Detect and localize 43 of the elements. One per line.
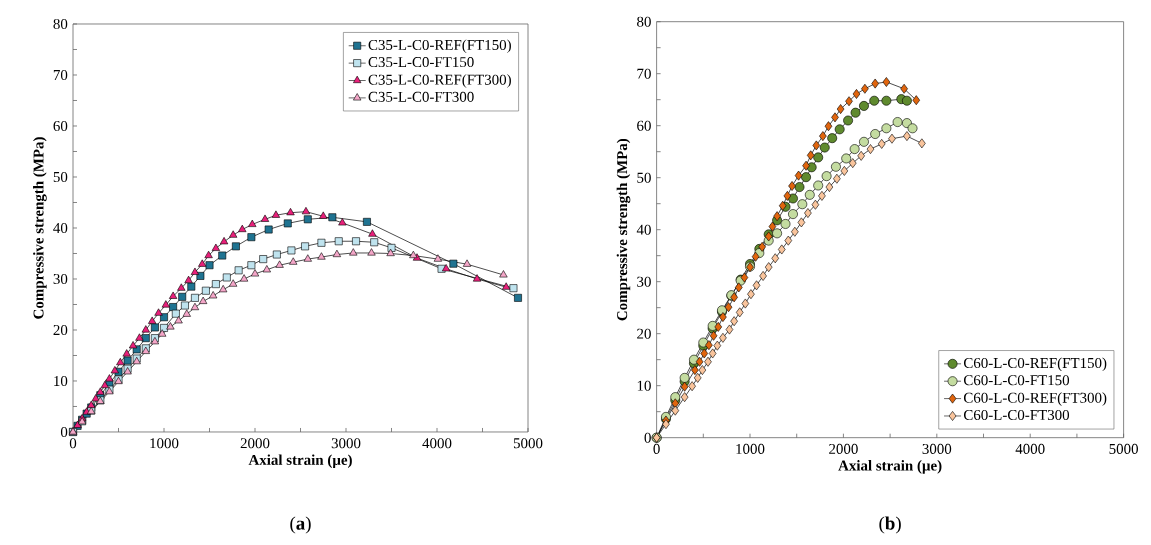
text: (b): [879, 516, 901, 534]
y-tick-label: 60: [53, 120, 68, 132]
x-tick-label: 4000: [422, 438, 452, 449]
legend-label: C60-L-C0-FT150: [963, 375, 1070, 386]
x-tick-label: 5000: [1109, 443, 1138, 454]
x-tick-label: 1000: [150, 438, 179, 449]
legend-label: C60-L-C0-FT300: [963, 409, 1070, 420]
y-axis-title: Compressive strength (MPa): [616, 138, 631, 321]
y-tick-label: 30: [637, 276, 651, 287]
y-tick-label: 60: [637, 120, 651, 131]
x-tick-label: 0: [69, 438, 77, 449]
x-axis-title: Axial strain (µe): [838, 460, 942, 474]
y-tick-label: 20: [637, 328, 651, 339]
y-tick-label: 10: [54, 375, 68, 387]
y-axis-title: Compressive strength (MPa): [33, 137, 47, 319]
x-tick-label: 4000: [1015, 443, 1045, 454]
y-tick-label: 40: [53, 222, 68, 234]
y-tick-label: 50: [53, 171, 68, 183]
x-tick-label: 1000: [736, 443, 765, 454]
x-axis-title: Axial strain (µe): [248, 454, 352, 468]
y-tick-label: 50: [637, 172, 651, 183]
y-tick-label: 80: [637, 16, 651, 27]
legend-label: C35-L-C0-FT150: [368, 57, 474, 68]
y-tick-label: 30: [53, 273, 68, 285]
legend-label: C60-L-C0-REF(FT150): [963, 357, 1107, 372]
legend-label: C35-L-C0-REF(FT150): [368, 39, 511, 53]
x-tick-label: 5000: [513, 438, 543, 449]
y-tick-label: 70: [637, 68, 651, 79]
y-tick-label: 80: [53, 18, 68, 30]
text: (a): [290, 516, 311, 534]
x-tick-label: 3000: [331, 438, 361, 449]
x-tick-label: 0: [653, 443, 660, 454]
legend-label: C60-L-C0-REF(FT300): [963, 392, 1107, 406]
y-tick-label: 10: [637, 380, 651, 391]
legend-label: C35-L-C0-FT300: [368, 91, 474, 102]
y-tick-label: 0: [60, 426, 68, 438]
y-tick-label: 70: [53, 69, 68, 81]
y-tick-label: 20: [53, 324, 68, 336]
x-tick-label: 2000: [240, 438, 270, 449]
x-tick-label: 2000: [829, 443, 858, 454]
legend-label: C35-L-C0-REF(FT300): [368, 74, 511, 88]
x-tick-label: 3000: [922, 443, 952, 454]
y-tick-label: 40: [636, 224, 651, 235]
